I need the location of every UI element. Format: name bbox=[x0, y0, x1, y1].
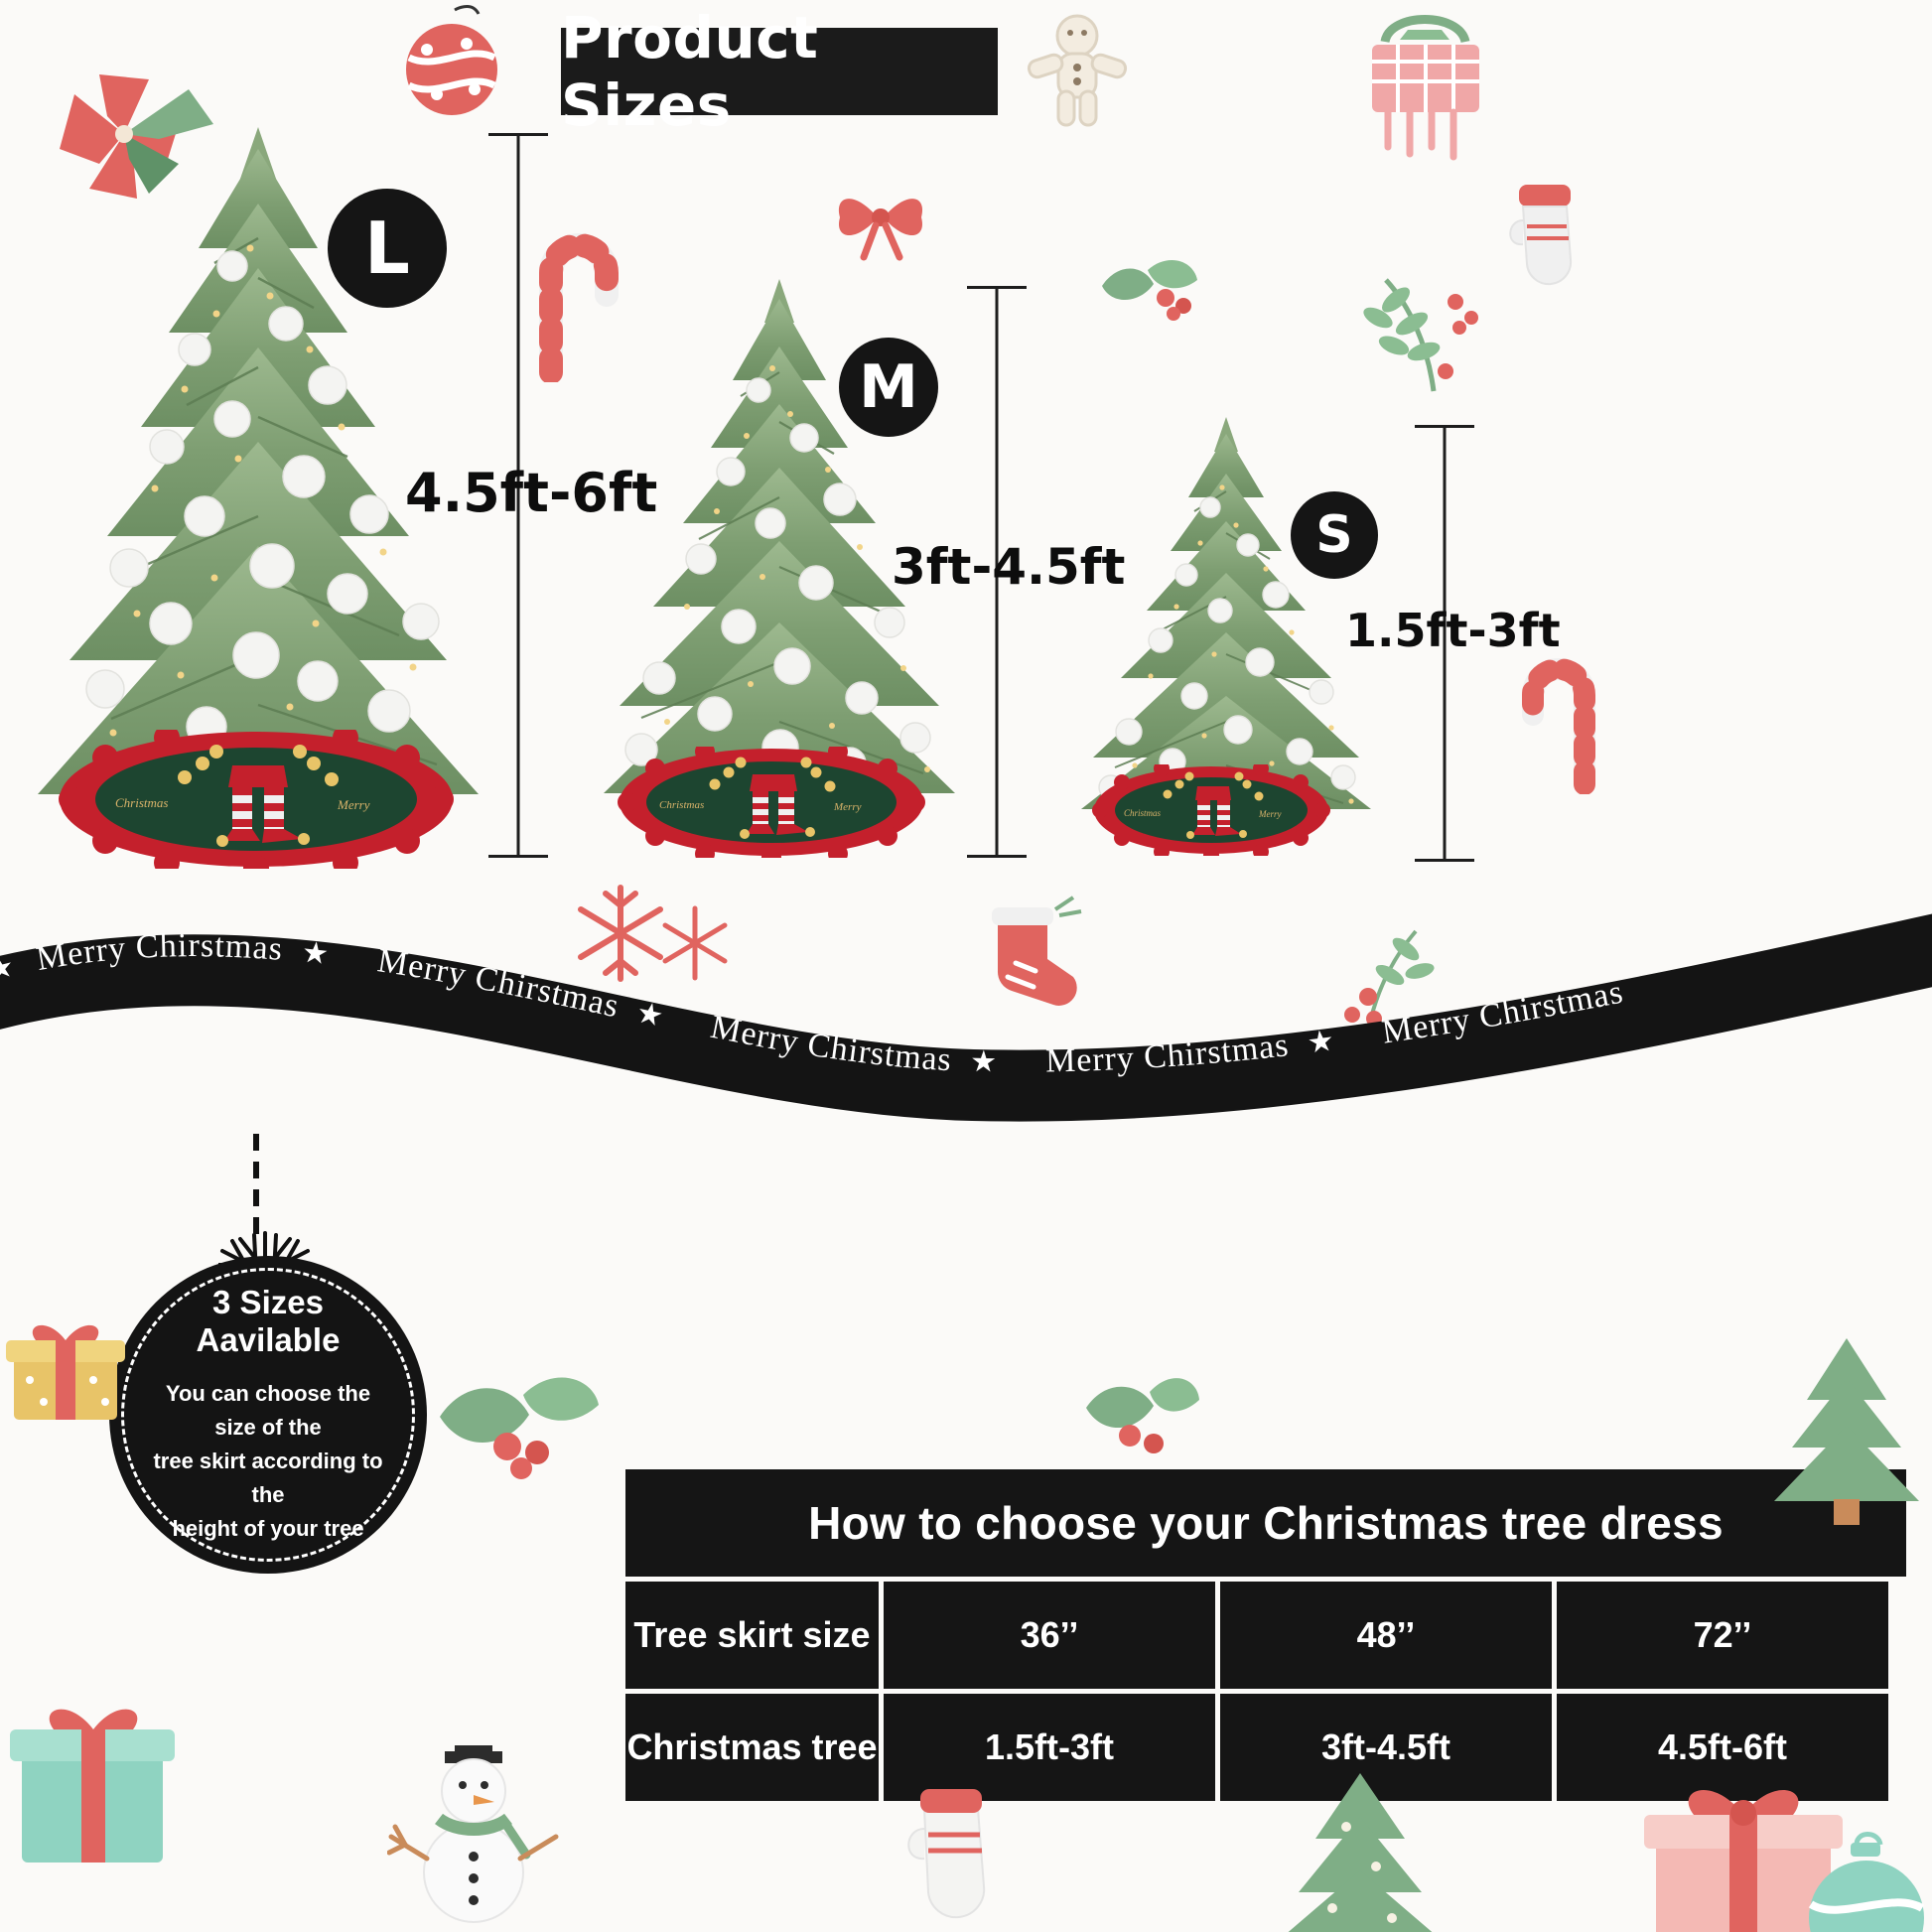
svg-text:Merry: Merry bbox=[1258, 809, 1282, 819]
table-row-1-cell-0: 1.5ft-3ft bbox=[884, 1694, 1215, 1801]
gift-box-icon bbox=[10, 1709, 175, 1863]
ornament-ball-icon bbox=[406, 5, 497, 115]
tree-skirt-medium: Christmas Merry bbox=[618, 747, 925, 858]
ornament-title: 3 Sizes Aavilable bbox=[196, 1283, 341, 1358]
size-badge-small-label: S bbox=[1315, 505, 1353, 565]
ribbon-star-icon-4: ★ bbox=[1306, 1025, 1336, 1060]
measure-bracket-small bbox=[1415, 425, 1474, 862]
ribbon-star-icon-2: ★ bbox=[633, 996, 666, 1034]
size-badge-small: S bbox=[1291, 491, 1378, 579]
stocking-icon bbox=[992, 896, 1082, 1006]
ribbon-star-icon-3: ★ bbox=[970, 1045, 998, 1079]
ribbon-star-icon-1: ★ bbox=[300, 936, 330, 972]
page-title-banner: Product Sizes bbox=[561, 4, 998, 139]
size-guide-table: How to choose your Christmas tree dress … bbox=[625, 1469, 1906, 1801]
svg-text:Christmas: Christmas bbox=[115, 795, 168, 810]
table-row: Tree skirt size 36’’ 48’’ 72’’ bbox=[625, 1582, 1906, 1689]
ornament-hanger-line bbox=[253, 1134, 259, 1251]
size-badge-medium: M bbox=[839, 338, 938, 437]
snowman-icon bbox=[387, 1745, 559, 1923]
table-heading-bar: How to choose your Christmas tree dress bbox=[625, 1469, 1906, 1577]
measure-bracket-medium bbox=[967, 286, 1027, 858]
hanging-basket-icon bbox=[1372, 15, 1479, 161]
tree-skirt-large: Christmas Merry bbox=[59, 730, 454, 869]
bow-icon bbox=[838, 199, 923, 261]
table-row-0-cell-1: 48’’ bbox=[1220, 1582, 1552, 1689]
tree-skirt-small: Christmas Merry bbox=[1092, 764, 1330, 856]
size-badge-medium-label: M bbox=[859, 352, 918, 422]
gingerbread-man-icon bbox=[1027, 14, 1128, 127]
merry-christmas-ribbon: Merry Chirstmas Merry Chirstmas Merry Ch… bbox=[0, 898, 1932, 1167]
sizes-available-ornament: 3 Sizes Aavilable You can choose the siz… bbox=[109, 1246, 427, 1574]
tree-large bbox=[20, 119, 496, 874]
svg-text:Merry: Merry bbox=[833, 801, 862, 813]
svg-text:★: ★ bbox=[970, 1045, 998, 1079]
measure-bracket-large bbox=[488, 133, 548, 858]
table-heading: How to choose your Christmas tree dress bbox=[808, 1497, 1724, 1549]
mitten-icon bbox=[1509, 185, 1573, 286]
pine-tree-icon bbox=[1774, 1338, 1919, 1525]
svg-text:Merry: Merry bbox=[337, 797, 370, 812]
page-title: Product Sizes bbox=[561, 4, 819, 139]
candy-cane-icon bbox=[1522, 658, 1595, 794]
svg-text:★: ★ bbox=[300, 936, 330, 972]
svg-text:Christmas: Christmas bbox=[1124, 808, 1162, 818]
snowflake-icon bbox=[662, 905, 728, 981]
dimension-label-large: 4.5ft-6ft bbox=[405, 462, 658, 524]
pine-tree-icon bbox=[1288, 1773, 1433, 1932]
ornament-body-line-1: You can choose the size of the bbox=[165, 1380, 371, 1440]
poinsettia-icon bbox=[60, 74, 213, 199]
gift-box-icon bbox=[6, 1324, 125, 1420]
mitten-icon bbox=[907, 1789, 986, 1919]
table-row-0-cell-0: 36’’ bbox=[884, 1582, 1215, 1689]
mistletoe-icon bbox=[1363, 278, 1478, 392]
svg-text:★: ★ bbox=[1306, 1025, 1336, 1060]
table-row-1-cell-1: 3ft-4.5ft bbox=[1220, 1694, 1552, 1801]
dimension-label-medium: 3ft-4.5ft bbox=[892, 538, 1126, 596]
ornament-body: You can choose the size of the tree skir… bbox=[144, 1377, 392, 1546]
svg-text:Christmas: Christmas bbox=[659, 799, 704, 811]
svg-text:★: ★ bbox=[633, 996, 666, 1034]
holly-icon bbox=[1102, 259, 1197, 321]
ornament-disc: 3 Sizes Aavilable You can choose the siz… bbox=[109, 1256, 427, 1574]
size-badge-large: L bbox=[328, 189, 447, 308]
table-row-1-cell-2: 4.5ft-6ft bbox=[1557, 1694, 1888, 1801]
ornament-ball-icon bbox=[1808, 1832, 1925, 1932]
ornament-body-line-3: height of your tree bbox=[172, 1516, 364, 1542]
candy-cane-icon bbox=[539, 233, 619, 382]
snowflake-icon bbox=[578, 885, 663, 982]
present-icon bbox=[1644, 1789, 1843, 1932]
holly-icon bbox=[1086, 1378, 1199, 1453]
table-row: Christmas tree 1.5ft-3ft 3ft-4.5ft 4.5ft… bbox=[625, 1694, 1906, 1801]
table-row-0-cell-2: 72’’ bbox=[1557, 1582, 1888, 1689]
dimension-label-small: 1.5ft-3ft bbox=[1345, 604, 1561, 657]
holly-icon bbox=[440, 1377, 599, 1479]
size-badge-large-label: L bbox=[364, 207, 410, 290]
table-row-1-label: Christmas tree bbox=[625, 1694, 879, 1801]
table-row-0-label: Tree skirt size bbox=[625, 1582, 879, 1689]
ornament-body-line-2: tree skirt according to the bbox=[153, 1448, 383, 1508]
